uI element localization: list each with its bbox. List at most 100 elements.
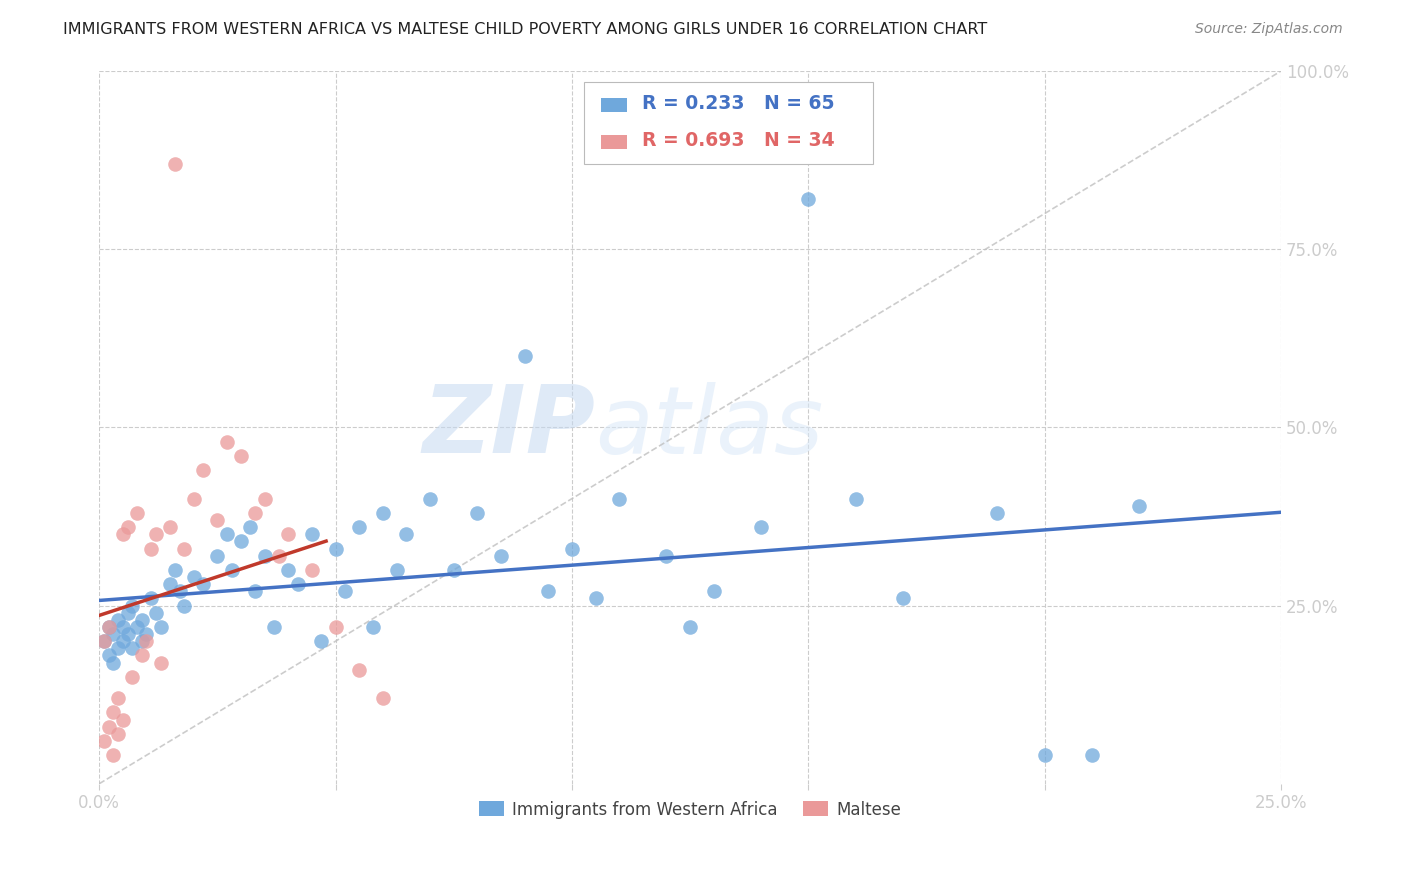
Point <box>267 549 290 563</box>
Point <box>1128 499 1150 513</box>
Point <box>221 563 243 577</box>
Point <box>986 506 1008 520</box>
Point <box>207 513 229 527</box>
Point <box>117 606 139 620</box>
Point <box>93 634 115 648</box>
Point <box>325 620 347 634</box>
Point <box>103 706 125 720</box>
Point <box>93 734 115 748</box>
Point <box>149 620 172 634</box>
Point <box>183 570 205 584</box>
Point <box>121 670 143 684</box>
Point <box>103 748 125 763</box>
Point <box>347 520 370 534</box>
Point <box>277 527 299 541</box>
Point <box>347 663 370 677</box>
Point <box>121 641 143 656</box>
Point <box>797 192 820 206</box>
Point <box>489 549 512 563</box>
FancyBboxPatch shape <box>583 82 873 164</box>
Point <box>513 349 536 363</box>
Point <box>107 613 129 627</box>
Point <box>103 656 125 670</box>
Point <box>107 641 129 656</box>
Point <box>253 491 276 506</box>
Point <box>111 713 134 727</box>
Point <box>103 627 125 641</box>
Point <box>145 527 167 541</box>
Point <box>135 627 157 641</box>
Point <box>107 727 129 741</box>
Point <box>229 449 252 463</box>
Point <box>703 584 725 599</box>
Text: ZIP: ZIP <box>423 382 596 474</box>
Point <box>419 491 441 506</box>
Point <box>107 691 129 706</box>
Point <box>97 620 120 634</box>
Point <box>159 577 181 591</box>
Point <box>193 577 215 591</box>
Point <box>585 591 607 606</box>
Point <box>145 606 167 620</box>
Point <box>655 549 678 563</box>
Point <box>239 520 262 534</box>
Point <box>117 520 139 534</box>
Point <box>207 549 229 563</box>
Point <box>363 620 385 634</box>
Point <box>229 534 252 549</box>
Point <box>561 541 583 556</box>
Point <box>93 634 115 648</box>
Point <box>287 577 309 591</box>
Point <box>891 591 914 606</box>
Point <box>371 506 394 520</box>
Point <box>679 620 702 634</box>
Point <box>277 563 299 577</box>
Text: R = 0.693   N = 34: R = 0.693 N = 34 <box>641 131 834 151</box>
Point <box>193 463 215 477</box>
Point <box>215 434 238 449</box>
Text: IMMIGRANTS FROM WESTERN AFRICA VS MALTESE CHILD POVERTY AMONG GIRLS UNDER 16 COR: IMMIGRANTS FROM WESTERN AFRICA VS MALTES… <box>63 22 987 37</box>
Point <box>121 599 143 613</box>
Point <box>173 599 195 613</box>
Point <box>169 584 191 599</box>
Point <box>245 506 267 520</box>
Point <box>385 563 408 577</box>
Point <box>125 620 148 634</box>
FancyBboxPatch shape <box>602 135 627 150</box>
Point <box>125 506 148 520</box>
Point <box>311 634 333 648</box>
Point <box>749 520 772 534</box>
Point <box>131 613 153 627</box>
Point <box>245 584 267 599</box>
Point <box>163 563 186 577</box>
Point <box>163 157 186 171</box>
Point <box>141 541 163 556</box>
Point <box>131 648 153 663</box>
Point <box>149 656 172 670</box>
Point <box>443 563 465 577</box>
Text: atlas: atlas <box>596 382 824 473</box>
Point <box>333 584 356 599</box>
Legend: Immigrants from Western Africa, Maltese: Immigrants from Western Africa, Maltese <box>472 794 908 825</box>
Point <box>371 691 394 706</box>
Point <box>135 634 157 648</box>
Point <box>537 584 560 599</box>
Point <box>97 720 120 734</box>
Point <box>1081 748 1104 763</box>
Text: R = 0.233   N = 65: R = 0.233 N = 65 <box>641 95 834 113</box>
Point <box>395 527 418 541</box>
Point <box>183 491 205 506</box>
Point <box>325 541 347 556</box>
Point <box>1033 748 1056 763</box>
Point <box>111 620 134 634</box>
Point <box>263 620 285 634</box>
Point <box>844 491 866 506</box>
Point <box>97 648 120 663</box>
Point <box>141 591 163 606</box>
Point <box>215 527 238 541</box>
Point <box>111 634 134 648</box>
Point <box>117 627 139 641</box>
Point <box>607 491 630 506</box>
Point <box>467 506 489 520</box>
Point <box>97 620 120 634</box>
